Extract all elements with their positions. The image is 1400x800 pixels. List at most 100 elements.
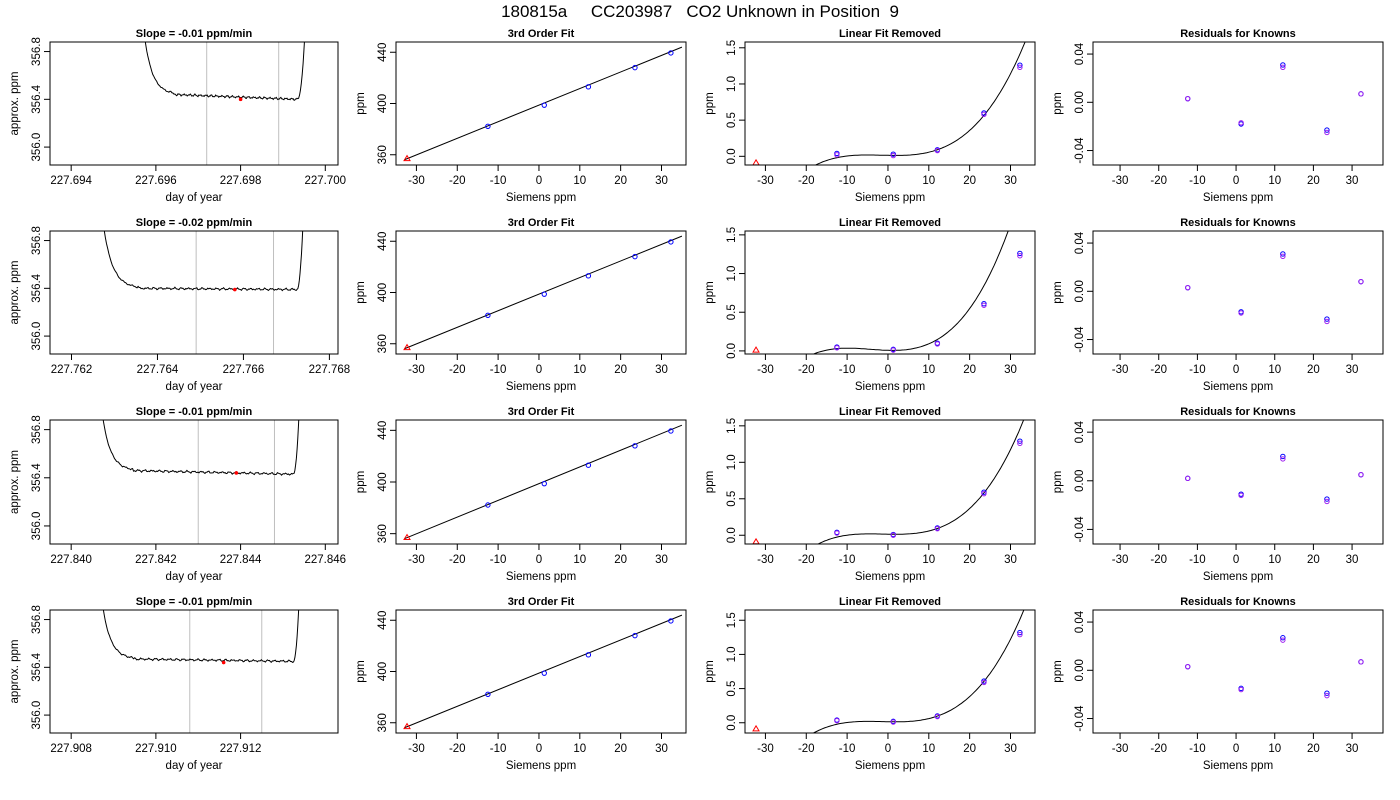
unknown-point [403, 533, 411, 541]
y-tick-label: 356.0 [31, 322, 43, 351]
x-tick-label: 0 [536, 364, 542, 376]
x-axis-label: Siemens ppm [855, 381, 925, 393]
y-tick-label: 356.4 [31, 273, 43, 302]
x-axis-label: Siemens ppm [506, 381, 576, 393]
x-tick-label: 0 [1233, 364, 1239, 376]
x-tick-label: -30 [757, 364, 774, 376]
y-tick-label: 0.0 [726, 343, 738, 359]
x-tick-label: 0 [536, 554, 542, 566]
standard-point [1017, 250, 1023, 257]
y-tick-label: 440 [377, 611, 389, 630]
x-tick-label: -20 [449, 743, 466, 755]
tank-id: CC203987 [590, 2, 673, 21]
y-tick-label: 360 [377, 334, 389, 353]
x-tick-label: -20 [798, 554, 815, 566]
x-tick-label: 227.910 [135, 743, 177, 755]
standard-point [585, 652, 592, 658]
standard-point-repeat [890, 152, 896, 159]
plot-frame [49, 41, 339, 166]
plot-frame [395, 41, 687, 166]
x-axis-label: Siemens ppm [1203, 381, 1273, 393]
known-residual-point [1324, 127, 1330, 133]
y-tick-label: 0.5 [726, 112, 738, 128]
known-residual-point [1280, 62, 1286, 68]
y-tick-label: 0.5 [726, 681, 738, 697]
plot-area [752, 610, 1025, 733]
known-residual-point [1280, 251, 1286, 257]
plot-area [752, 231, 1023, 354]
unknown-point [403, 154, 411, 162]
plot-area [1185, 251, 1364, 325]
x-axis-label: Siemens ppm [506, 760, 576, 772]
x-tick-label: 20 [1307, 743, 1320, 755]
known-residual-point-repeat [1280, 637, 1286, 643]
cubic-curve [812, 610, 1025, 733]
x-tick-label: -10 [839, 743, 856, 755]
known-residual-point [1324, 316, 1330, 322]
standard-point-repeat [834, 718, 840, 724]
cubic-curve [812, 231, 1009, 354]
x-tick-label: 0 [536, 743, 542, 755]
y-tick-label: 1.0 [726, 266, 738, 282]
x-tick-label: -10 [1189, 554, 1206, 566]
standard-point [632, 632, 638, 639]
x-tick-label: 20 [963, 554, 976, 566]
y-axis-label: ppm [355, 471, 367, 493]
panel-known-row4: Residuals for Knowns -30 -20 -10 0 10 20 30 -0.0… [1052, 596, 1384, 772]
y-tick-label: 1.0 [726, 76, 738, 92]
standard-point [668, 618, 674, 624]
x-tick-label: -10 [490, 364, 507, 376]
panel-trace-row2: Slope = -0.02 ppm/min 227.762 227.764 227.7… [9, 217, 350, 393]
unknown-point [752, 537, 760, 544]
known-residual-point-repeat [1324, 129, 1330, 136]
sample-marker [238, 97, 243, 102]
panel-title: Slope = -0.01 ppm/min [136, 406, 253, 418]
x-tick-label: -20 [798, 743, 815, 755]
y-tick-label: 356.0 [31, 133, 43, 162]
x-tick-label: 30 [1004, 175, 1017, 187]
x-tick-label: 10 [573, 554, 586, 566]
y-tick-label: 400 [377, 472, 389, 491]
x-axis-label: Siemens ppm [1203, 760, 1273, 772]
y-axis-label: ppm [704, 92, 716, 114]
x-tick-label: 227.844 [220, 554, 262, 566]
panel-title: 3rd Order Fit [508, 406, 575, 418]
y-tick-label: 440 [377, 421, 389, 440]
standard-point [1017, 629, 1023, 636]
analyzer-trace [102, 610, 300, 663]
x-tick-label: -10 [1189, 175, 1206, 187]
x-axis-label: Siemens ppm [506, 571, 576, 583]
panel-title: Residuals for Knowns [1180, 596, 1296, 608]
x-tick-label: 20 [963, 364, 976, 376]
x-tick-label: -10 [490, 554, 507, 566]
standard-point [485, 691, 491, 698]
plot-frame [395, 419, 687, 545]
y-axis-label: ppm [704, 660, 716, 682]
y-axis-label: approx. ppm [9, 640, 21, 704]
y-axis-label: approx. ppm [9, 261, 21, 325]
known-residual-point-repeat [1238, 310, 1244, 316]
x-tick-label: -30 [408, 554, 425, 566]
panel-title: Slope = -0.01 ppm/min [136, 28, 253, 40]
panel-title: 3rd Order Fit [508, 28, 575, 40]
known-residual-point-repeat [1280, 64, 1286, 71]
y-tick-label: 0.04 [1074, 42, 1086, 65]
x-tick-label: 0 [885, 554, 891, 566]
x-tick-label: 0 [1233, 175, 1239, 187]
plot-frame [1092, 609, 1384, 734]
x-tick-label: -20 [449, 364, 466, 376]
x-tick-label: 30 [1004, 364, 1017, 376]
y-tick-label: 400 [377, 94, 389, 113]
panel-title: 3rd Order Fit [508, 217, 575, 229]
x-tick-label: 227.912 [220, 743, 262, 755]
unknown-point [403, 343, 411, 351]
standard-point-repeat [934, 713, 941, 720]
known-residual-point-repeat [1238, 492, 1244, 499]
x-tick-label: -10 [839, 554, 856, 566]
x-tick-label: 30 [655, 175, 668, 187]
y-tick-label: 360 [377, 524, 389, 543]
panel-title: Residuals for Knowns [1180, 217, 1296, 229]
y-tick-label: 0.04 [1074, 420, 1086, 443]
x-tick-label: 0 [885, 743, 891, 755]
analyzer-trace [103, 231, 304, 292]
